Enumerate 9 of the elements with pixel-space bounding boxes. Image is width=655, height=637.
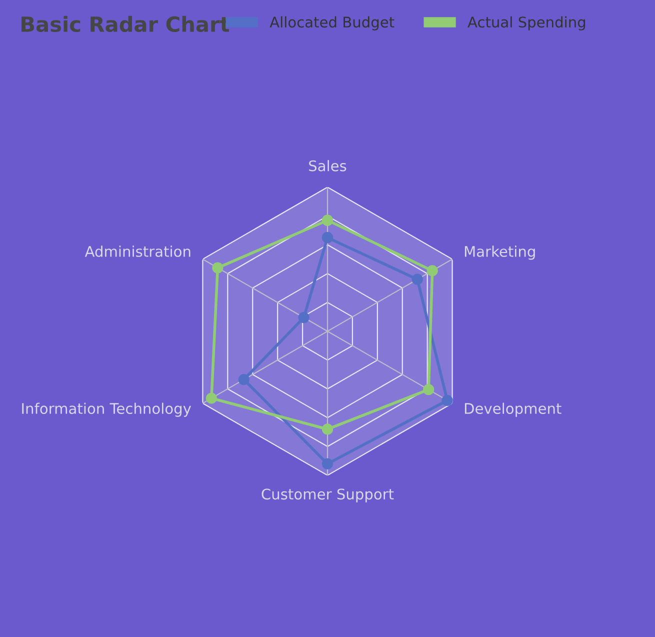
spoke-label: Sales: [309, 160, 346, 172]
spoke-label: Customer Support: [262, 488, 394, 502]
spoke-label: Administration: [84, 246, 190, 257]
spoke-label: Information Technology: [22, 402, 192, 417]
spoke-label: Marketing: [464, 246, 535, 260]
chart-title: Basic Radar Chart: [22, 16, 230, 32]
spoke-label: Development: [464, 402, 562, 417]
legend-label: Actual Spending: [468, 16, 586, 30]
legend-label: Allocated Budget: [270, 16, 394, 30]
